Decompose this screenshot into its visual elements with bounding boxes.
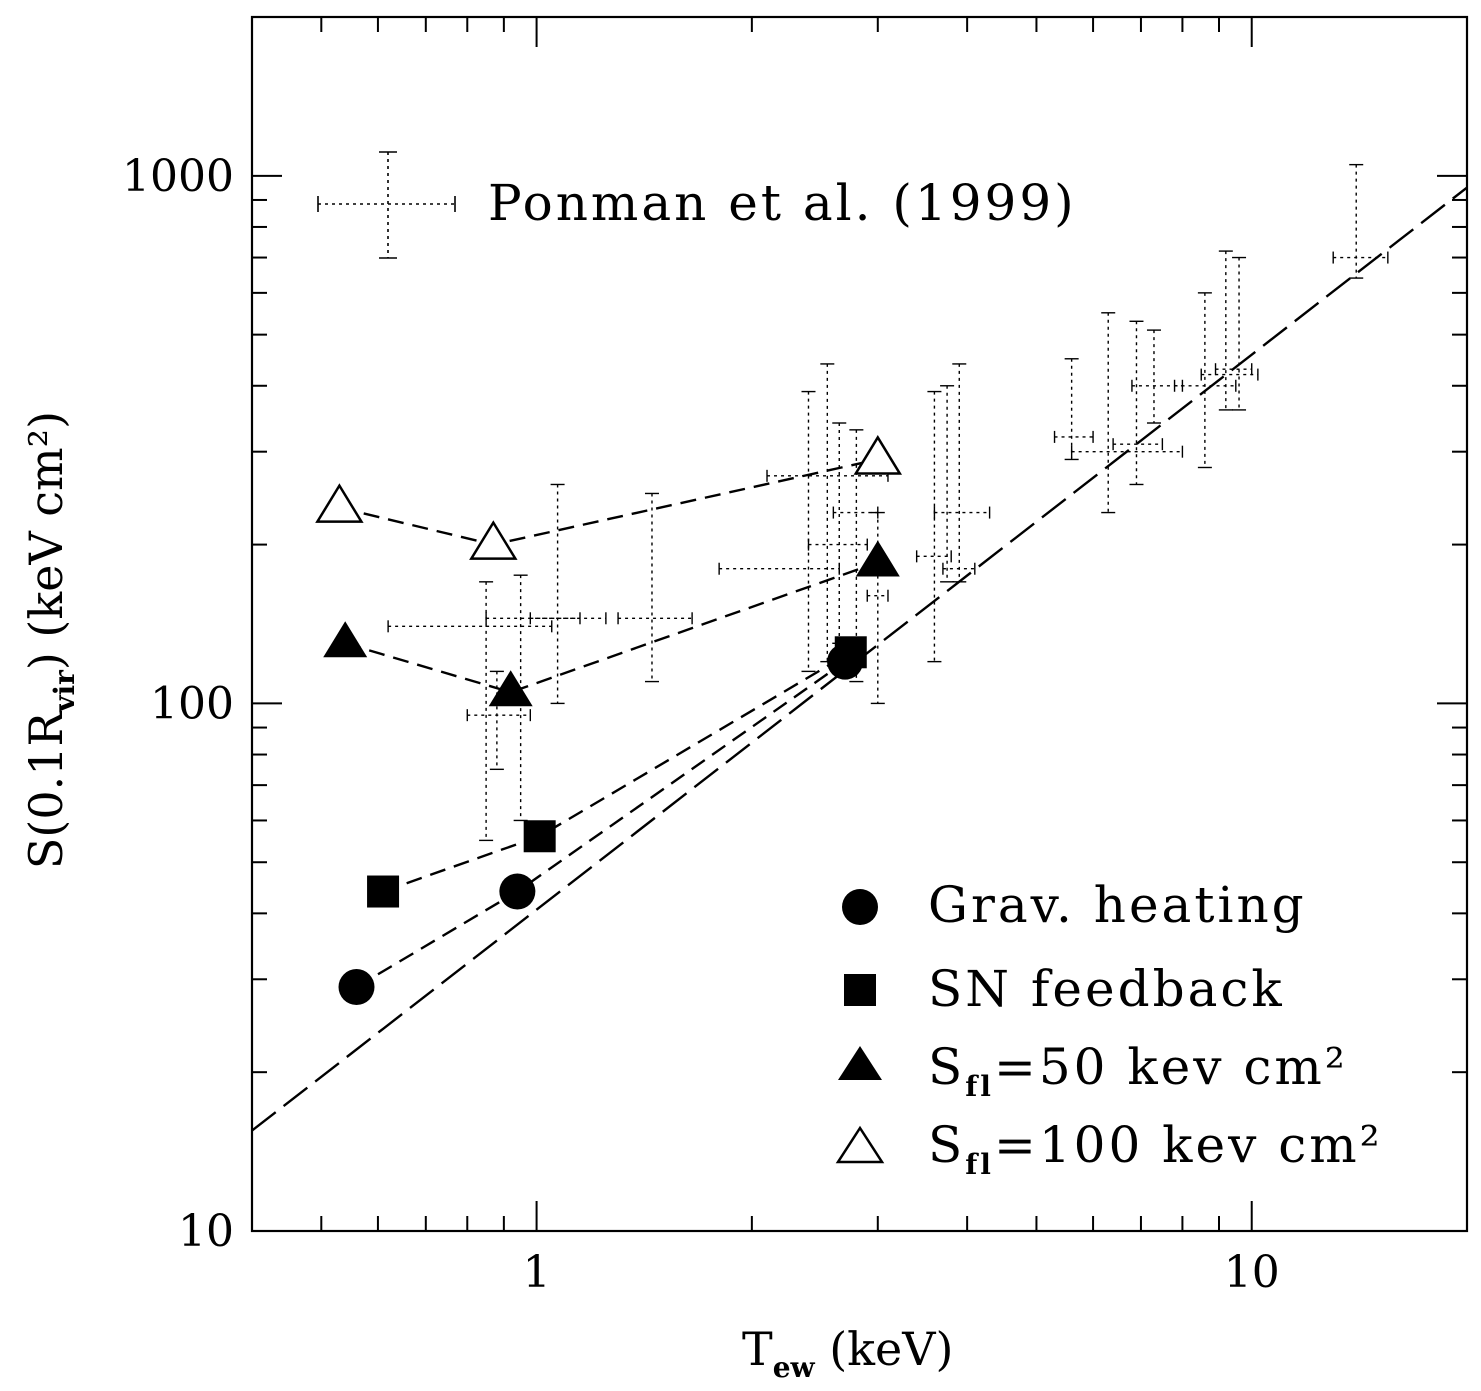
legend-marker-square — [844, 974, 876, 1006]
legend-label-grav: Grav. heating — [928, 876, 1307, 934]
legend-marker-triangle-open — [835, 1125, 885, 1164]
series-markers — [315, 435, 903, 1006]
series-legend: Grav. heating SN feedback Sfl=50 kev cm²… — [835, 876, 1383, 1181]
x-tick-label: 10 — [1224, 1247, 1280, 1298]
marker-square — [367, 875, 400, 908]
marker-triangle-filled — [323, 621, 368, 658]
observation-point — [915, 390, 952, 663]
marker-triangle-open — [315, 483, 364, 523]
x-axis-label-rest: (keV) — [815, 1322, 954, 1376]
marker-circle — [499, 873, 536, 910]
marker-triangle-open — [469, 520, 518, 560]
observation-point — [807, 422, 868, 644]
marker-circle — [338, 969, 375, 1006]
observation-point — [1200, 250, 1259, 411]
observation-point — [766, 363, 889, 663]
legend-label-sn: SN feedback — [928, 960, 1285, 1018]
x-axis-label-sub: ew — [773, 1351, 816, 1384]
observation-point — [1112, 320, 1164, 486]
legend-label-sfl100-main: S — [928, 1116, 965, 1174]
marker-triangle-filled — [855, 540, 900, 577]
observation-point — [1070, 312, 1184, 514]
y-axis-label-sub: vir — [48, 669, 81, 713]
observation-point — [1053, 358, 1094, 461]
observation-point — [1332, 163, 1389, 279]
observation-point — [1214, 256, 1253, 411]
legend-marker-triangle-filled — [838, 1046, 882, 1080]
y-tick-label: 1000 — [122, 151, 234, 202]
y-axis-label-rest: ) (keV cm²) — [19, 411, 73, 670]
obs-legend: Ponman et al. (1999) — [317, 151, 1077, 259]
series-line-3 — [339, 458, 879, 546]
marker-triangle-filled — [488, 670, 533, 707]
x-axis-label: Tew (keV) — [742, 1322, 953, 1384]
y-tick-label: 100 — [150, 678, 234, 729]
observation-point — [1173, 292, 1237, 469]
marker-triangle-open — [853, 435, 903, 475]
y-axis-label-main: S(0.1R — [19, 710, 73, 869]
series-line-1 — [382, 651, 852, 893]
observation-point — [617, 492, 693, 683]
plot-frame — [250, 15, 1469, 1233]
axis-ticks — [251, 16, 1468, 1232]
observation-point — [466, 670, 532, 771]
legend-label-sfl50-main: S — [928, 1038, 965, 1096]
observation-point — [718, 390, 840, 673]
legend-label-sfl100-rest: =100 kev cm² — [994, 1116, 1383, 1174]
observation-point — [529, 483, 581, 705]
observation-point — [1131, 329, 1184, 424]
series-lines — [339, 458, 879, 989]
legend-label-sfl50-rest: =50 kev cm² — [994, 1038, 1348, 1096]
series-line-0 — [355, 660, 846, 989]
legend-label-sfl50: Sfl=50 kev cm² — [928, 1038, 1348, 1103]
legend-label-sfl100-sub: fl — [965, 1148, 994, 1181]
legend-label-sfl50-sub: fl — [965, 1070, 994, 1103]
marker-square — [834, 636, 867, 669]
observation-point — [387, 581, 553, 842]
y-axis-label: S(0.1Rvir) (keV cm²) — [19, 411, 81, 869]
x-tick-label: 1 — [523, 1247, 551, 1298]
observation-errorbars — [387, 163, 1389, 842]
x-axis-label-main: T — [742, 1322, 773, 1376]
tick-labels: 1 10 10 100 1000 — [122, 151, 1280, 1298]
legend-label-sfl100: Sfl=100 kev cm² — [928, 1116, 1383, 1181]
observation-point — [866, 511, 889, 705]
legend-marker-circle — [842, 889, 878, 925]
observation-point — [933, 385, 991, 583]
y-tick-label: 10 — [178, 1206, 234, 1257]
series-line-2 — [344, 561, 879, 694]
obs-legend-label: Ponman et al. (1999) — [488, 174, 1077, 232]
marker-square — [523, 820, 556, 853]
